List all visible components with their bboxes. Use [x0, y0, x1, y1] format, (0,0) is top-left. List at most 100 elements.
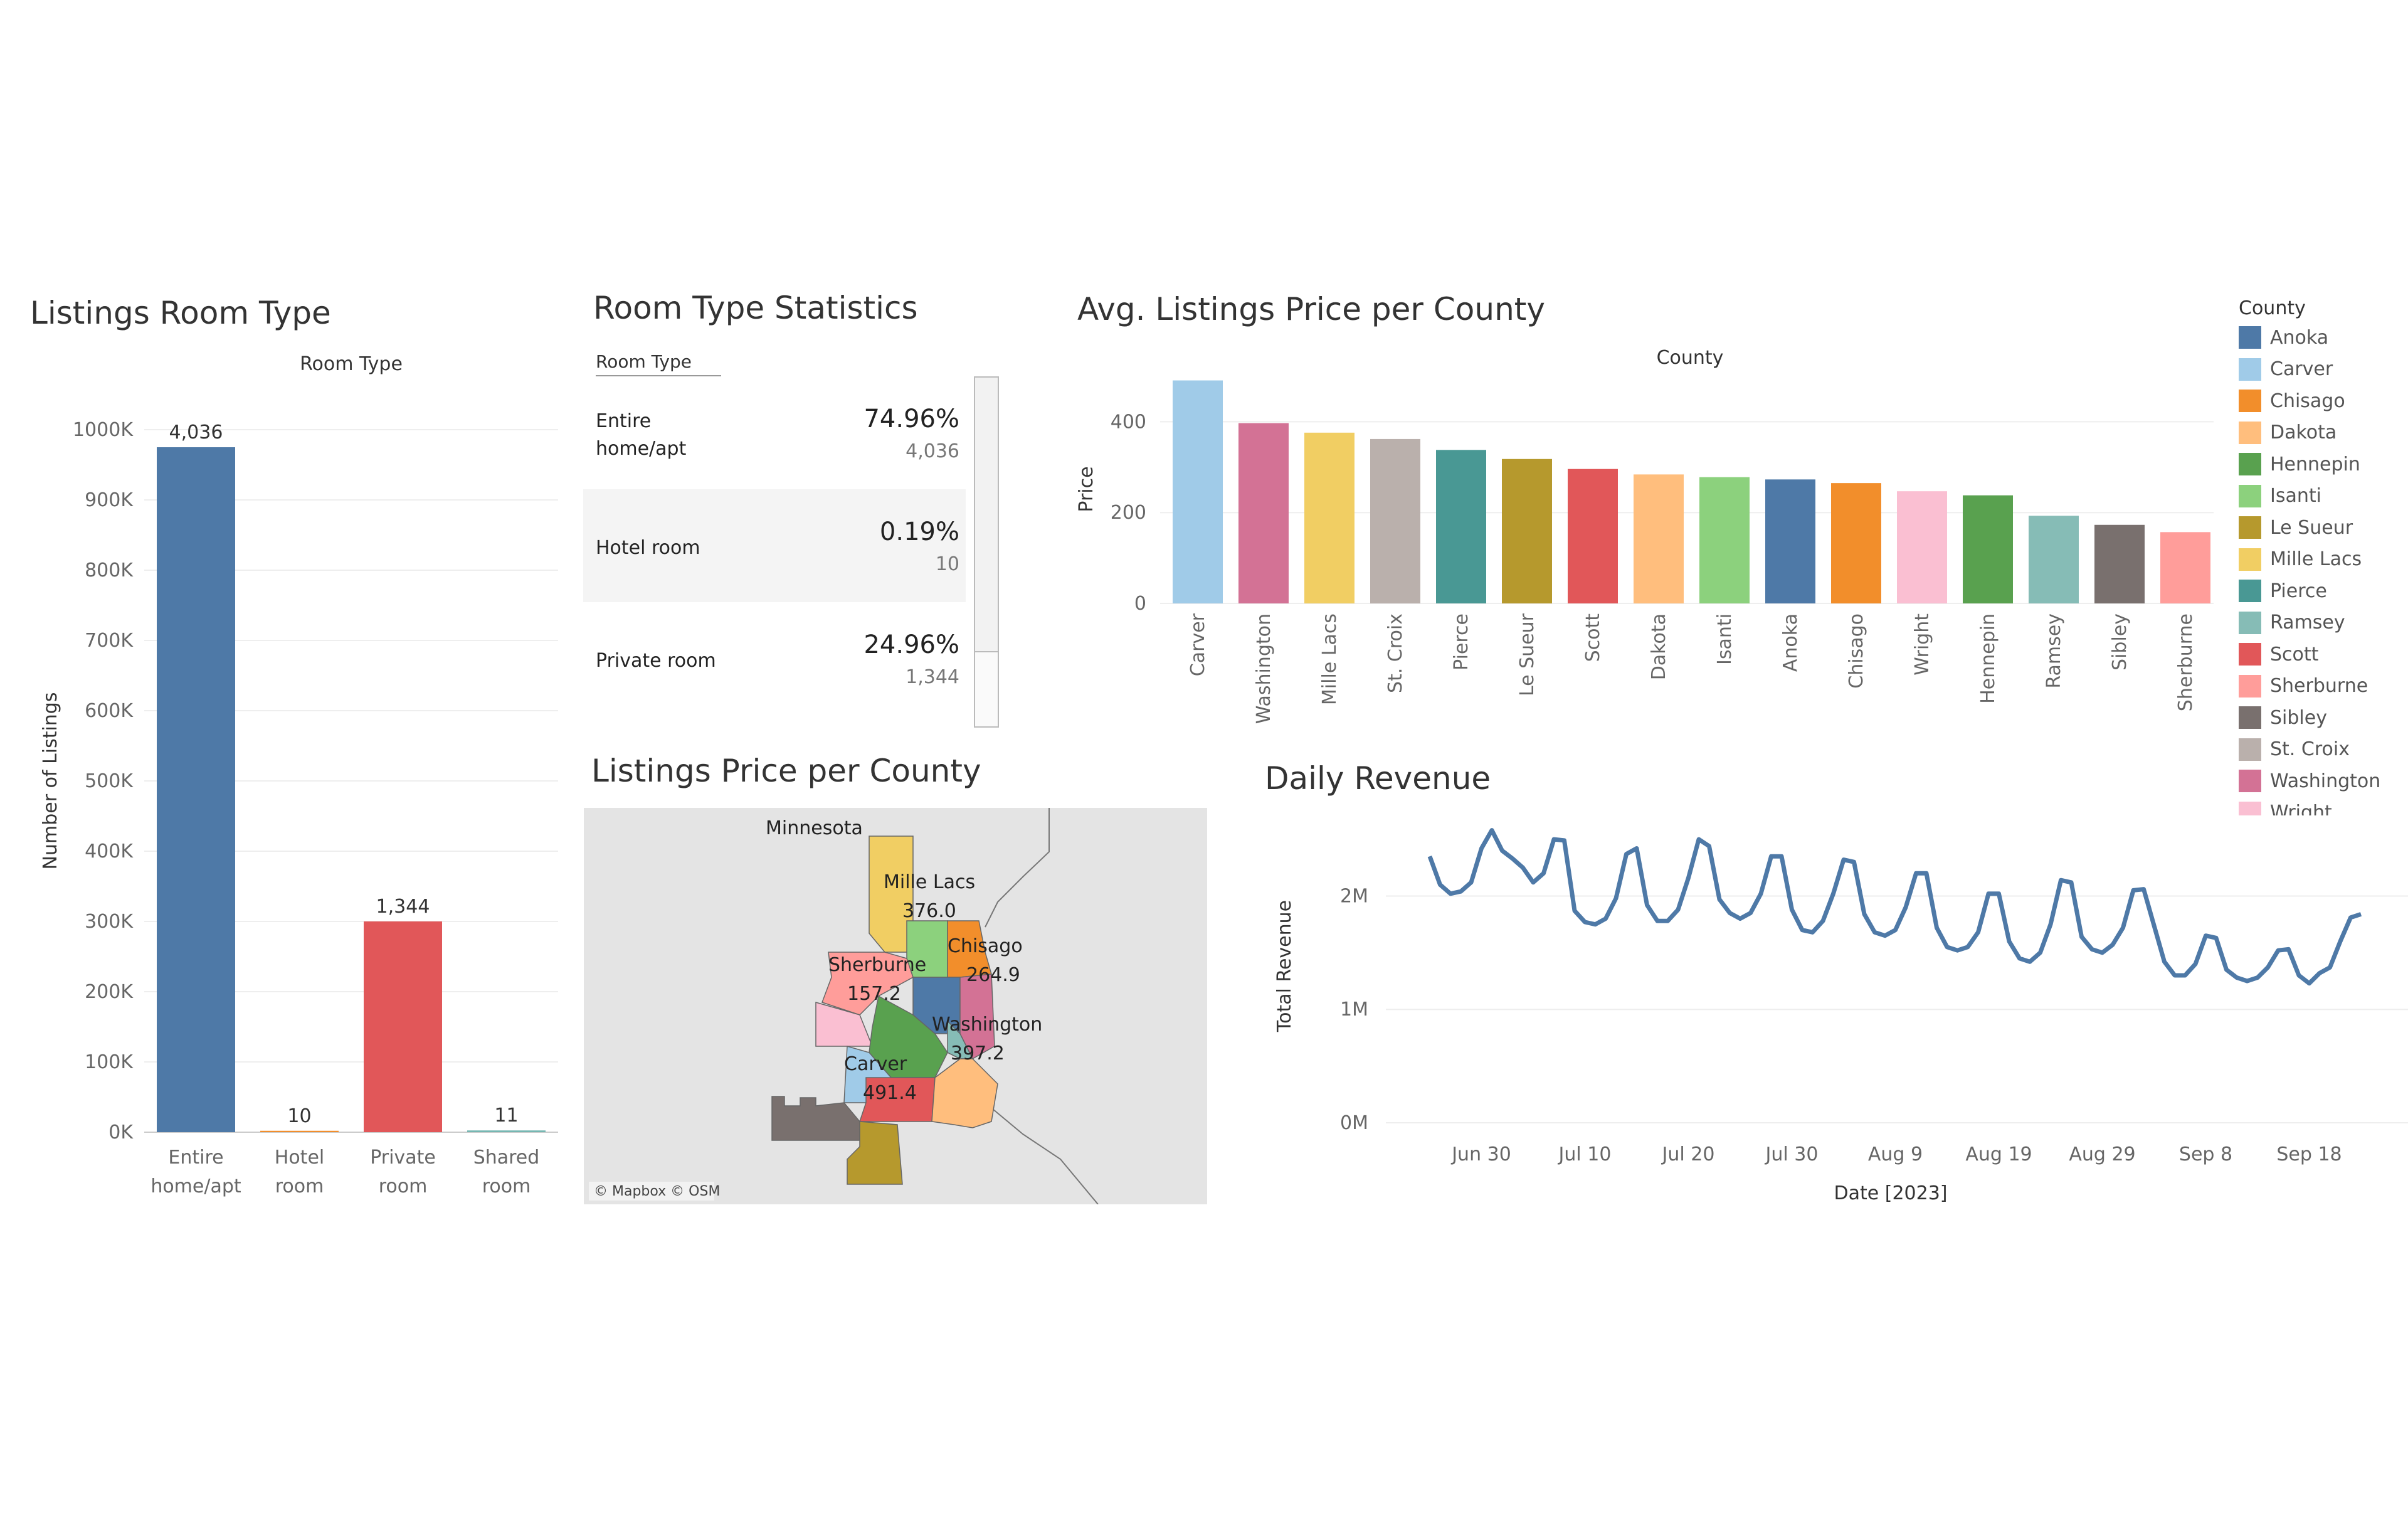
- x-tick-label: St. Croix: [1385, 613, 1407, 693]
- legend-item[interactable]: Hennepin: [2239, 448, 2408, 480]
- bar-chisago[interactable]: [1831, 483, 1881, 603]
- y-tick-label: 300K: [85, 911, 134, 933]
- y-axis-title: Total Revenue: [1274, 900, 1296, 1032]
- x-tick-label: Dakota: [1648, 613, 1670, 680]
- legend-item[interactable]: Mille Lacs: [2239, 544, 2408, 576]
- legend-item[interactable]: Chisago: [2239, 385, 2408, 417]
- revenue-line[interactable]: [1427, 828, 2362, 986]
- legend-label: Washington: [2270, 770, 2381, 792]
- legend-label: Mille Lacs: [2270, 548, 2362, 571]
- map-canvas[interactable]: Minnesota Mille Lacs 376.0 Chisago 264.9 She…: [584, 808, 1207, 1204]
- legend-item[interactable]: Ramsey: [2239, 607, 2408, 639]
- x-tick-label: Aug 29: [2069, 1143, 2135, 1165]
- county-mille-lacs[interactable]: [869, 835, 914, 953]
- bar-st-croix[interactable]: [1370, 438, 1420, 603]
- legend-item[interactable]: Sibley: [2239, 702, 2408, 734]
- legend-label: Wright: [2270, 802, 2332, 815]
- legend-item[interactable]: Isanti: [2239, 480, 2408, 512]
- stats-scrollbar-thumb[interactable]: [975, 378, 998, 652]
- map-label: Washington 397.2: [932, 1014, 1042, 1064]
- legend-item[interactable]: Carver: [2239, 354, 2408, 386]
- x-tick-label: Pierce: [1450, 613, 1472, 671]
- legend-swatch: [2239, 484, 2261, 507]
- x-tick-label: Jul 10: [1558, 1143, 1612, 1165]
- map-attribution[interactable]: © Mapbox © OSM: [594, 1184, 720, 1199]
- stats-header-divider: [596, 375, 721, 376]
- legend-label: Ramsey: [2270, 612, 2345, 634]
- stats-row[interactable]: Private room 24.96% 1,344: [583, 602, 966, 703]
- x-tick-label: Shared room: [473, 1147, 540, 1197]
- legend-label: Chisago: [2270, 390, 2345, 412]
- stats-column-header: Room Type: [596, 351, 692, 372]
- bar-dakota[interactable]: [1634, 474, 1684, 603]
- map-label: Mille Lacs 376.0: [884, 871, 975, 922]
- x-tick-label: Hennepin: [1977, 613, 1999, 704]
- legend-item[interactable]: Anoka: [2239, 322, 2408, 354]
- x-tick-label: Scott: [1582, 613, 1604, 662]
- x-tick-label: Jul 20: [1661, 1143, 1715, 1165]
- bar-hennepin[interactable]: [1963, 495, 2013, 603]
- stats-scrollbar[interactable]: [974, 376, 999, 728]
- legend-item[interactable]: Wright: [2239, 797, 2408, 815]
- legend-item[interactable]: Sherburne: [2239, 671, 2408, 703]
- bar-wright[interactable]: [1897, 491, 1947, 603]
- legend-item[interactable]: Scott: [2239, 639, 2408, 671]
- county-le-sueur[interactable]: [847, 1121, 903, 1185]
- x-tick-label: Jul 30: [1765, 1143, 1819, 1165]
- bar-shared-room[interactable]: [467, 1130, 546, 1132]
- bar-le-sueur[interactable]: [1502, 459, 1552, 603]
- bar-ramsey[interactable]: [2029, 516, 2079, 603]
- legend-label: St. Croix: [2270, 738, 2350, 761]
- legend-swatch: [2239, 580, 2261, 603]
- county-price-map[interactable]: Minnesota Mille Lacs 376.0 Chisago 264.9 She…: [584, 808, 1207, 1204]
- x-tick-label: Hotel room: [275, 1147, 324, 1197]
- avg-price-title: Avg. Listings Price per County: [1077, 291, 1545, 327]
- stats-row-name: Entire home/apt: [596, 410, 687, 460]
- x-tick-label: Le Sueur: [1516, 613, 1538, 696]
- bar-isanti[interactable]: [1699, 477, 1750, 603]
- y-tick-label: 800K: [85, 560, 134, 581]
- bar-sibley[interactable]: [2094, 524, 2145, 603]
- bar-washington[interactable]: [1238, 423, 1289, 603]
- map-label: Carver 491.4: [844, 1053, 917, 1104]
- x-tick-label: Sep 8: [2179, 1143, 2232, 1165]
- stats-row[interactable]: Entire home/apt 74.96% 4,036: [583, 376, 966, 489]
- legend-item[interactable]: Washington: [2239, 765, 2408, 797]
- daily-revenue-chart: 0M 1M 2M Jun 30 Jul 10 Jul 20 Jul 30 Aug 9 Aug 1…: [1274, 828, 2408, 1204]
- county-wright[interactable]: [815, 1002, 874, 1047]
- y-tick-label: 900K: [85, 489, 134, 511]
- bar-carver[interactable]: [1173, 380, 1223, 603]
- bar-private-room[interactable]: [364, 921, 442, 1132]
- legend-item[interactable]: Pierce: [2239, 575, 2408, 607]
- legend-swatch: [2239, 706, 2261, 729]
- legend-swatch: [2239, 643, 2261, 666]
- bar-sherburne[interactable]: [2160, 532, 2210, 603]
- x-tick-label: Private room: [370, 1147, 436, 1197]
- legend-item[interactable]: St. Croix: [2239, 734, 2408, 766]
- legend-title: County: [2239, 297, 2306, 319]
- legend-swatch: [2239, 326, 2261, 349]
- bar-mille-lacs[interactable]: [1304, 432, 1354, 603]
- legend-item[interactable]: Dakota: [2239, 417, 2408, 449]
- bar-scott[interactable]: [1568, 469, 1618, 603]
- bar-hotel-room[interactable]: [260, 1130, 339, 1132]
- stats-body[interactable]: Entire home/apt 74.96% 4,036 Hotel room 0.19%…: [583, 376, 966, 703]
- map-title: Listings Price per County: [591, 753, 981, 789]
- county-sibley[interactable]: [771, 1096, 860, 1141]
- legend-swatch: [2239, 770, 2261, 793]
- county-scott[interactable]: [858, 1077, 936, 1122]
- bar-entire-home-apt[interactable]: [157, 447, 235, 1132]
- bar-pierce[interactable]: [1436, 450, 1486, 603]
- county-dakota[interactable]: [931, 1058, 998, 1128]
- legend-label: Anoka: [2270, 326, 2329, 349]
- legend-item[interactable]: Le Sueur: [2239, 512, 2408, 544]
- bar-anoka[interactable]: [1765, 479, 1815, 603]
- stats-row-name: Hotel room: [596, 537, 700, 559]
- y-tick-label: 400: [1111, 411, 1146, 433]
- x-tick-label: Chisago: [1846, 613, 1867, 689]
- stats-row[interactable]: Hotel room 0.19% 10: [583, 489, 966, 602]
- county-washington[interactable]: [959, 973, 995, 1060]
- county-header: County: [1657, 347, 1724, 369]
- legend-label: Sibley: [2270, 706, 2327, 729]
- x-tick-label: Ramsey: [2043, 613, 2065, 689]
